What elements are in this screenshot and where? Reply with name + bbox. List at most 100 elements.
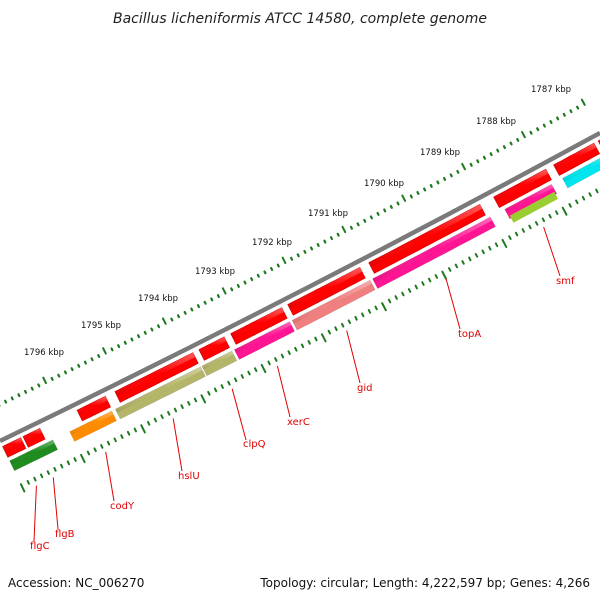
leader-line [33,485,37,542]
outer-tick [143,330,147,335]
outer-tick [117,344,121,349]
inner-tick [294,346,298,352]
outer-tick [63,370,67,375]
genome-summary: Topology: circular; Length: 4,222,597 bp… [260,576,590,590]
inner-tick [280,353,285,359]
outer-tick [263,270,267,275]
leader-line [105,451,115,502]
gene-bar-highlight [234,321,292,354]
outer-tick [243,280,247,285]
outer-tick [316,243,320,248]
outer-tick [183,310,187,315]
outer-tick [416,190,420,195]
kbp-label: 1795 kbp [81,321,121,331]
gene-arrow-highlight [77,396,108,415]
inner-tick [427,277,432,283]
outer-tick [296,253,300,258]
inner-tick [233,377,238,383]
inner-tick [39,473,44,479]
outer-tick [250,277,254,282]
gene-bar-highlight [504,184,554,213]
outer-tick [449,173,453,178]
outer-tick [230,287,234,292]
inner-tick [327,329,331,335]
inner-tick [314,336,318,342]
inner-tick [173,407,178,413]
leader-line [52,477,59,530]
outer-tick [196,304,201,309]
accession-text: Accession: NC_006270 [8,576,145,590]
inner-tick [421,281,425,286]
inner-tick [474,253,479,258]
outer-tick [516,137,520,142]
outer-tick [90,357,94,362]
kbp-label: 1792 kbp [252,238,292,248]
inner-tick [80,453,86,464]
outer-tick [336,232,340,237]
outer-tick [281,256,287,265]
gene-arrow-highlight [553,143,597,170]
outer-tick [542,123,546,128]
inner-tick [93,447,97,453]
inner-tick [133,427,137,433]
gene-arrow-highlight [368,204,483,268]
inner-tick [307,340,311,345]
outer-tick [349,225,354,230]
gene-label-gid: gid [357,383,372,394]
outer-tick [309,246,314,251]
inner-tick [501,238,508,248]
inner-tick [187,400,191,406]
outer-tick [529,130,533,135]
inner-tick [254,367,258,372]
inner-tick [394,295,398,300]
outer-tick [376,211,380,216]
outer-tick [221,287,227,295]
outer-tick [123,340,127,345]
outer-tick [363,218,367,223]
outer-tick [97,354,101,358]
leader-line [172,418,183,472]
inner-tick [66,460,71,466]
inner-tick [555,210,559,215]
gene-arrow-highlight [493,169,549,202]
kbp-label: 1787 kbp [531,85,571,95]
gene-bar-highlight [562,158,600,182]
inner-tick [180,404,184,410]
gene-label-flgB: flgB [55,529,75,540]
kbp-label: 1791 kbp [308,209,348,219]
kbp-labels: 1787 kbp 1788 kbp 1789 kbp 1790 kbp 1791… [24,85,571,358]
inner-tick [494,242,499,248]
gene-bar-highlight [201,350,234,370]
inner-tick [19,483,26,493]
gene-bar-highlight [115,366,203,413]
inner-tick [126,430,131,436]
outer-tick [210,297,214,302]
outer-tick [157,324,161,329]
inner-tick [26,479,30,485]
inner-tick [200,394,207,404]
gene-arrow-highlight [198,336,227,355]
inner-tick [488,245,492,251]
inner-tick [561,206,568,216]
outer-tick [4,399,8,404]
inner-tick [514,231,519,237]
inner-tick [588,192,592,197]
label-leaders [33,226,561,542]
outer-tick [356,222,360,227]
gene-arrow-highlight [230,307,284,338]
gene-label-clpQ: clpQ [243,439,266,450]
outer-tick [369,215,373,220]
inner-tick [468,256,472,262]
outer-tick [549,120,553,124]
inner-tick [274,357,278,362]
inner-tick [73,457,77,462]
gene-bar-smf-lower [509,191,558,223]
gene-bar-highlight [372,216,493,283]
outer-tick [329,236,334,241]
gene-labels: smf topA gid xerC clpQ hslU codY flgB fl… [30,276,575,552]
gene-arrow-highlight [114,352,196,396]
outer-tick [341,225,347,234]
inner-tick [381,302,387,312]
gene-label-xerC: xerC [287,417,310,428]
